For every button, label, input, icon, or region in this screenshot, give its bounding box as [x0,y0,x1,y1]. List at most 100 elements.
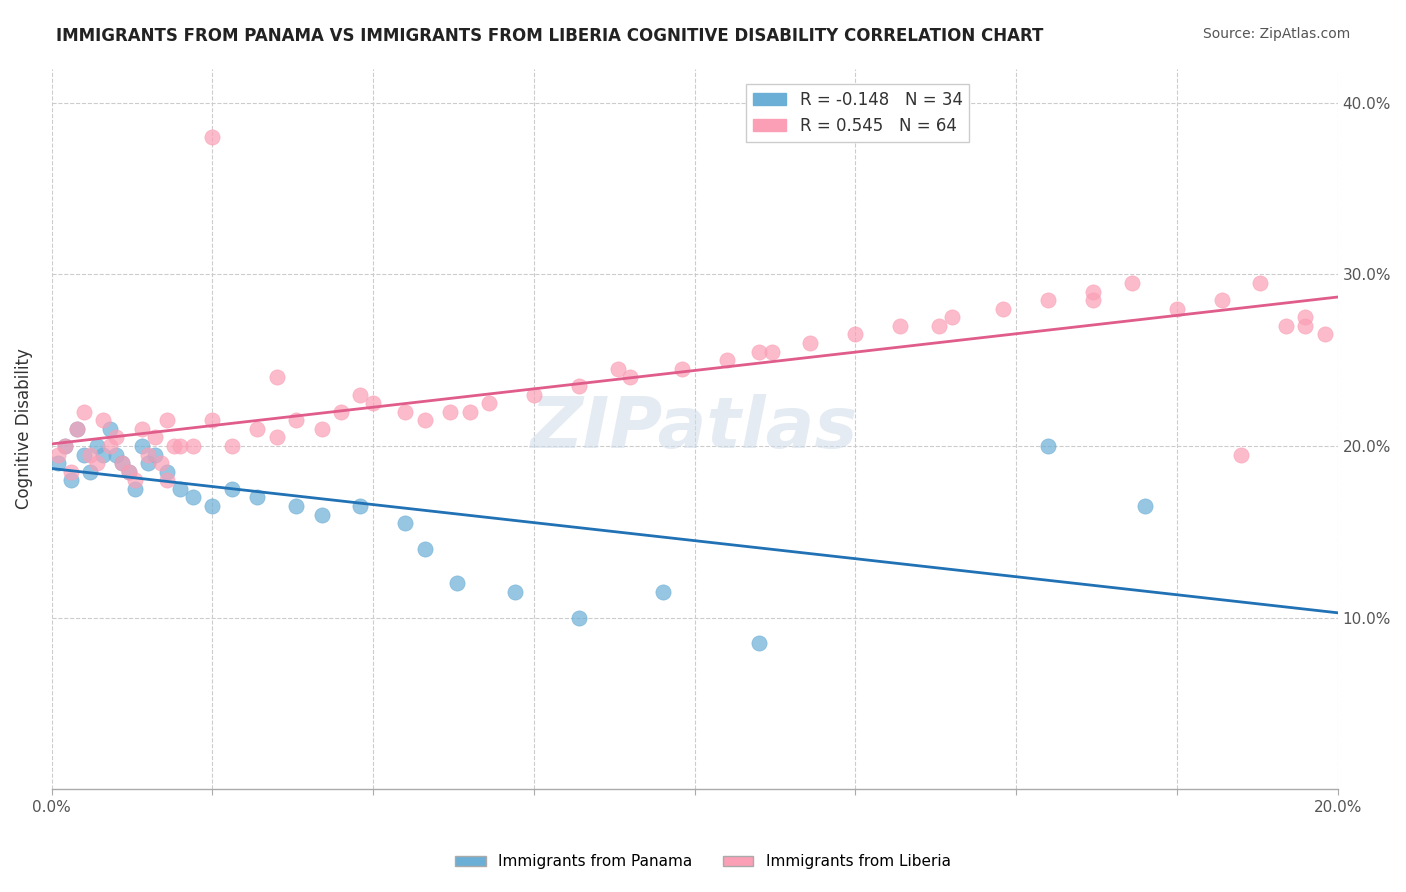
Point [285,499,308,513]
Point [156,465,179,479]
Point [1313,327,1336,342]
Point [523,387,546,401]
Point [266,430,288,444]
Point [1295,310,1317,325]
Point [394,516,416,531]
Point [311,508,333,522]
Text: ZIPatlas: ZIPatlas [531,394,859,463]
Point [66,422,89,436]
Point [86,456,108,470]
Point [131,422,153,436]
Point [143,430,166,444]
Point [285,413,308,427]
Point [458,405,481,419]
Point [889,318,911,333]
Point [446,576,468,591]
Point [413,541,436,556]
Point [131,439,153,453]
Point [98,422,121,436]
Point [1121,276,1143,290]
Point [136,456,159,470]
Point [748,344,770,359]
Point [1133,499,1156,513]
Point [651,584,673,599]
Point [46,448,69,462]
Point [91,413,114,427]
Point [111,456,134,470]
Point [503,584,526,599]
Point [79,465,101,479]
Point [169,439,191,453]
Point [1295,318,1317,333]
Point [606,361,628,376]
Point [361,396,384,410]
Point [761,344,783,359]
Point [330,405,353,419]
Point [311,422,333,436]
Point [73,405,96,419]
Point [1038,293,1060,307]
Point [60,473,83,487]
Point [105,448,128,462]
Point [66,422,89,436]
Point [1038,439,1060,453]
Point [143,448,166,462]
Point [993,301,1015,316]
Point [124,473,146,487]
Point [1275,318,1298,333]
Point [1250,276,1272,290]
Point [748,636,770,650]
Point [79,448,101,462]
Text: IMMIGRANTS FROM PANAMA VS IMMIGRANTS FROM LIBERIA COGNITIVE DISABILITY CORRELATI: IMMIGRANTS FROM PANAMA VS IMMIGRANTS FRO… [56,27,1043,45]
Point [941,310,963,325]
Point [91,448,114,462]
Text: Source: ZipAtlas.com: Source: ZipAtlas.com [1202,27,1350,41]
Point [201,130,224,145]
Point [201,413,224,427]
Point [136,448,159,462]
Point [246,491,269,505]
Legend: R = -0.148   N = 34, R = 0.545   N = 64: R = -0.148 N = 34, R = 0.545 N = 64 [747,84,969,142]
Point [156,473,179,487]
Point [150,456,173,470]
Point [163,439,186,453]
Point [169,482,191,496]
Point [266,370,288,384]
Point [46,456,69,470]
Point [111,456,134,470]
Point [799,336,821,351]
Legend: Immigrants from Panama, Immigrants from Liberia: Immigrants from Panama, Immigrants from … [449,848,957,875]
Point [53,439,76,453]
Point [394,405,416,419]
Point [118,465,141,479]
Point [349,499,371,513]
Point [568,379,591,393]
Point [105,430,128,444]
Y-axis label: Cognitive Disability: Cognitive Disability [15,349,32,509]
Point [671,361,693,376]
Point [73,448,96,462]
Point [568,610,591,624]
Point [246,422,269,436]
Point [156,413,179,427]
Point [181,439,204,453]
Point [181,491,204,505]
Point [98,439,121,453]
Point [60,465,83,479]
Point [478,396,501,410]
Point [53,439,76,453]
Point [413,413,436,427]
Point [844,327,866,342]
Point [439,405,461,419]
Point [1083,293,1105,307]
Point [221,482,243,496]
Point [1083,285,1105,299]
Point [124,482,146,496]
Point [716,353,738,368]
Point [86,439,108,453]
Point [201,499,224,513]
Point [1211,293,1233,307]
Point [928,318,950,333]
Point [1230,448,1253,462]
Point [1166,301,1188,316]
